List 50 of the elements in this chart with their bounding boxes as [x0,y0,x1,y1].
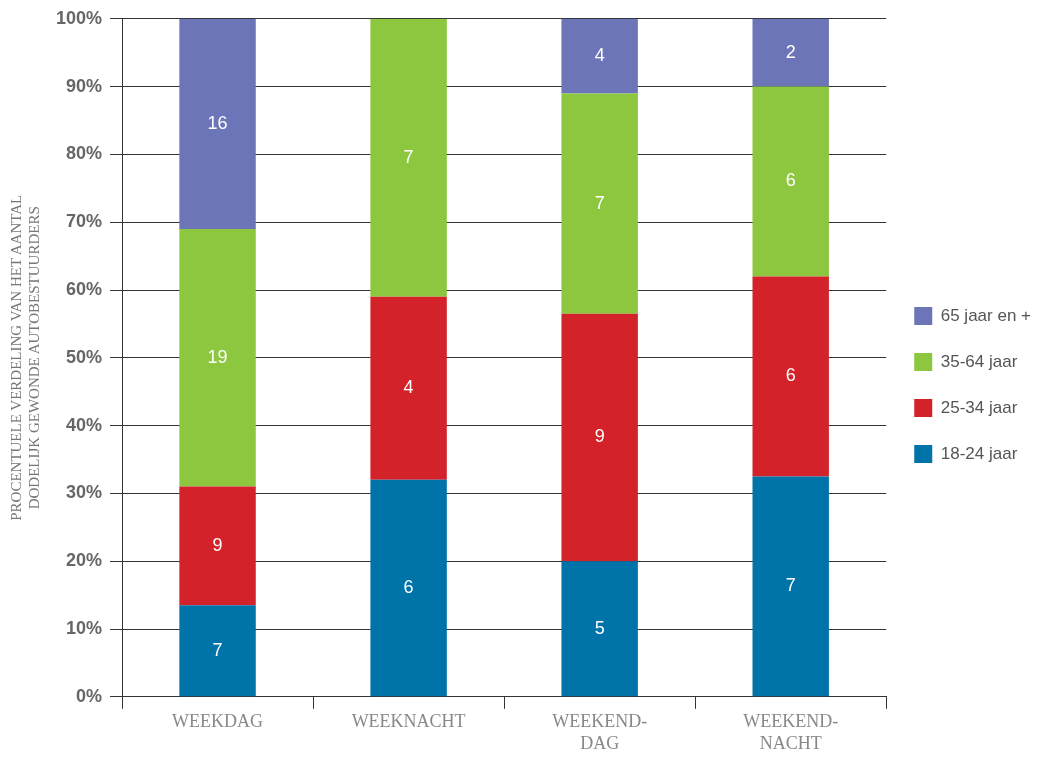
y-tick-label: 70% [66,211,103,232]
legend-label: 18-24 jaar [940,443,1018,463]
bar [752,18,829,87]
y-tick-label: 40% [66,414,103,435]
annotation: 6 [403,577,414,598]
annotation: 4 [403,377,414,398]
y-tick-label: 50% [66,346,103,367]
legend-label: 65 jaar en + [940,305,1032,325]
annotation: 6 [785,170,796,191]
legend-label: 35-64 jaar [940,351,1018,371]
bar [370,479,447,697]
y-tick-label: 100% [55,7,103,28]
bar [370,18,447,297]
bar [179,18,256,229]
annotation: 6 [785,365,796,386]
y-tick-label: 20% [66,550,103,571]
annotation: 7 [212,639,223,660]
bar [561,18,638,94]
bar [561,561,638,697]
annotation: 5 [594,617,605,638]
bar [179,605,256,697]
annotation: 7 [594,192,605,213]
y-tick-label: 80% [66,143,103,164]
bar [561,313,638,562]
x-tick-label: WEEKNACHT [351,711,466,732]
y-tick-label: 30% [66,482,103,503]
annotation: 7 [785,575,796,596]
bar [561,93,638,314]
x-tick-label: WEEKEND-NACHT [743,711,839,753]
annotation: 9 [212,534,223,555]
bar [752,476,829,697]
bar [179,228,256,487]
annotation: 2 [785,41,796,62]
annotation: 9 [594,426,605,447]
y-tick-label: 10% [66,617,103,638]
x-tick-label: WEEKEND-DAG [552,711,648,753]
y-tick-label: 0% [76,685,103,706]
annotation: 4 [594,45,605,66]
y-tick-label: 90% [66,75,103,96]
bar [370,296,447,480]
annotation: 16 [207,112,228,133]
legend-label: 25-34 jaar [940,397,1018,417]
y-axis-title: PROCENTUELE VERDELING VAN HET AANTAL DODELIJK GEWONDE AUTOBESTUURDERS [7,194,42,521]
bar [179,486,256,606]
bar [752,86,829,277]
bar [752,276,829,477]
annotation: 19 [207,346,228,367]
x-tick-label: WEEKDAG [172,711,264,732]
y-tick-label: 60% [66,278,103,299]
annotation: 7 [403,146,414,167]
